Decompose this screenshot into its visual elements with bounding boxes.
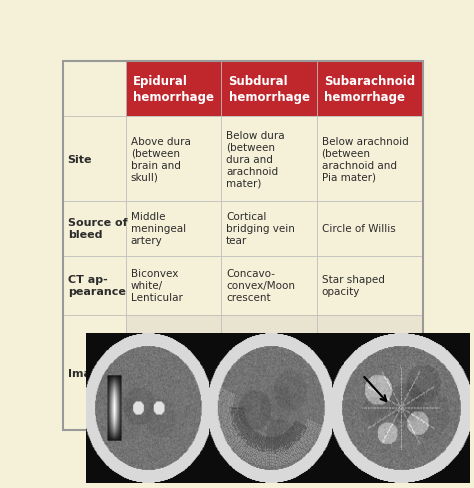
Bar <box>126 117 221 202</box>
Bar <box>221 256 317 315</box>
Bar <box>317 62 423 117</box>
Bar <box>317 202 423 256</box>
Bar <box>317 117 423 202</box>
Text: Concavo-
convex/Moon
crescent: Concavo- convex/Moon crescent <box>226 269 295 303</box>
Text: Image: Image <box>68 368 106 378</box>
Bar <box>63 117 126 202</box>
Bar <box>126 62 221 117</box>
Text: Subarachnoid
hemorrhage: Subarachnoid hemorrhage <box>324 75 415 104</box>
Bar <box>126 256 221 315</box>
Bar <box>63 202 126 256</box>
Text: CT ap-
pearance: CT ap- pearance <box>68 275 126 297</box>
Bar <box>126 315 221 430</box>
Text: Cortical
bridging vein
tear: Cortical bridging vein tear <box>226 212 295 246</box>
Bar <box>63 315 126 430</box>
Text: Star shaped
opacity: Star shaped opacity <box>321 275 384 297</box>
Text: Below arachnoid
(between
arachnoid and
Pia mater): Below arachnoid (between arachnoid and P… <box>321 136 408 182</box>
Bar <box>63 62 126 117</box>
Text: Biconvex
white/
Lenticular: Biconvex white/ Lenticular <box>131 269 182 303</box>
Bar <box>63 256 126 315</box>
Text: Below dura
(between
dura and
arachnoid
mater): Below dura (between dura and arachnoid m… <box>226 130 285 188</box>
Text: Above dura
(between
brain and
skull): Above dura (between brain and skull) <box>131 136 191 182</box>
Text: Site: Site <box>68 154 92 164</box>
Bar <box>126 202 221 256</box>
Text: Circle of Willis: Circle of Willis <box>321 224 395 234</box>
Bar <box>221 202 317 256</box>
Text: Epidural
hemorrhage: Epidural hemorrhage <box>133 75 214 104</box>
Bar <box>317 256 423 315</box>
Bar <box>221 315 317 430</box>
Bar <box>221 62 317 117</box>
Text: Middle
meningeal
artery: Middle meningeal artery <box>131 212 186 246</box>
Bar <box>317 315 423 430</box>
Text: Subdural
hemorrhage: Subdural hemorrhage <box>228 75 310 104</box>
Bar <box>221 117 317 202</box>
Text: Source of
bleed: Source of bleed <box>68 218 128 240</box>
